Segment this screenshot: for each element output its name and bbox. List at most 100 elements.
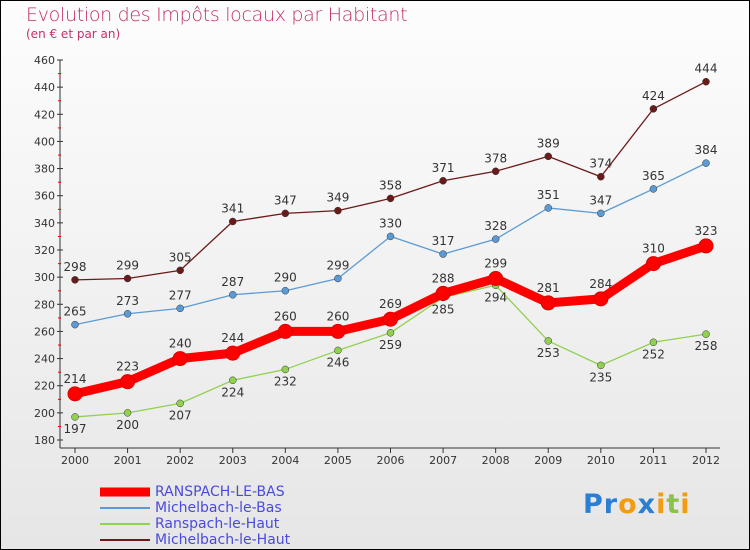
data-label: 288 — [432, 271, 455, 285]
data-point — [386, 194, 395, 203]
data-label: 317 — [432, 234, 455, 248]
data-point — [123, 310, 132, 318]
data-point — [123, 409, 132, 417]
data-label: 277 — [169, 288, 192, 302]
data-label: 299 — [326, 259, 349, 273]
data-label: 285 — [432, 303, 455, 317]
y-tick-label: 240 — [34, 353, 55, 366]
data-label: 298 — [64, 260, 87, 274]
y-tick-label: 220 — [34, 380, 55, 393]
data-label: 235 — [589, 370, 612, 384]
data-label: 200 — [116, 418, 139, 432]
y-tick-label: 300 — [34, 271, 55, 284]
data-label: 310 — [642, 242, 665, 256]
data-point — [544, 337, 552, 345]
data-point — [597, 361, 605, 370]
data-point — [281, 365, 290, 374]
data-point — [172, 351, 188, 367]
data-point — [229, 291, 237, 299]
y-tick-label: 260 — [34, 325, 55, 338]
data-point — [229, 217, 237, 226]
data-label: 444 — [695, 62, 718, 76]
data-label: 287 — [221, 275, 244, 289]
legend-label: Ranspach-le-Haut — [155, 516, 280, 532]
data-point — [649, 338, 658, 347]
x-tick-label: 2004 — [271, 454, 299, 467]
data-label: 224 — [221, 385, 244, 399]
data-label: 323 — [695, 224, 718, 238]
x-tick-label: 2006 — [377, 454, 405, 467]
data-point — [330, 323, 346, 339]
legend-label: RANSPACH-LE-BAS — [155, 484, 285, 500]
x-tick-label: 2007 — [429, 454, 457, 467]
data-point — [225, 345, 241, 361]
y-tick-label: 180 — [34, 434, 55, 447]
data-point — [67, 386, 83, 402]
data-point — [281, 286, 290, 295]
data-label: 246 — [326, 355, 349, 369]
data-label: 341 — [221, 202, 244, 216]
data-label: 253 — [537, 346, 560, 360]
data-label: 378 — [484, 151, 507, 165]
data-point — [277, 323, 293, 339]
data-point — [334, 274, 342, 283]
data-label: 424 — [642, 89, 665, 103]
data-label: 330 — [379, 216, 402, 230]
y-tick-label: 420 — [34, 108, 55, 121]
data-point — [597, 209, 605, 218]
x-tick-label: 2002 — [166, 454, 194, 467]
data-point — [702, 159, 710, 167]
data-point — [702, 77, 710, 86]
data-point — [386, 232, 395, 241]
data-point — [491, 235, 500, 243]
y-tick-label: 340 — [34, 217, 55, 230]
data-point — [544, 204, 552, 212]
x-tick-label: 2001 — [114, 454, 142, 467]
data-point — [593, 291, 609, 307]
data-label: 351 — [537, 188, 560, 202]
data-label: 260 — [274, 309, 297, 323]
data-label: 232 — [274, 374, 297, 388]
x-tick-label: 2003 — [219, 454, 247, 467]
data-point — [334, 346, 342, 355]
data-label: 374 — [589, 157, 612, 171]
data-point — [645, 256, 661, 272]
y-tick-label: 360 — [34, 190, 55, 203]
data-label: 223 — [116, 360, 139, 374]
data-point — [281, 209, 290, 218]
y-tick-label: 400 — [34, 135, 55, 148]
data-label: 207 — [169, 408, 192, 422]
data-point — [439, 177, 447, 185]
x-tick-label: 2000 — [61, 454, 89, 467]
data-point — [386, 329, 395, 337]
data-point — [435, 285, 451, 301]
data-label: 281 — [537, 281, 560, 295]
data-label: 371 — [432, 161, 455, 175]
proxiti-logo: Proxiti — [583, 489, 691, 520]
data-label: 273 — [116, 294, 139, 308]
data-point — [488, 271, 504, 286]
data-label: 260 — [326, 309, 349, 323]
data-point — [702, 330, 710, 338]
y-tick-label: 380 — [34, 163, 55, 176]
data-label: 358 — [379, 178, 402, 192]
data-label: 389 — [537, 136, 560, 150]
data-label: 265 — [64, 305, 87, 319]
data-label: 258 — [695, 339, 718, 353]
y-tick-label: 440 — [34, 81, 55, 94]
data-point — [439, 250, 447, 258]
data-label: 290 — [274, 271, 297, 285]
data-point — [71, 413, 79, 421]
x-tick-label: 2012 — [692, 454, 720, 467]
data-label: 240 — [169, 337, 192, 351]
data-point — [229, 376, 237, 385]
data-point — [698, 238, 714, 254]
chart-title: Evolution des Impôts locaux par Habitant — [26, 4, 408, 26]
data-point — [71, 276, 79, 284]
data-point — [491, 167, 500, 176]
legend-label: Michelbach-le-Haut — [155, 532, 291, 548]
data-label: 259 — [379, 338, 402, 352]
data-label: 244 — [221, 331, 244, 345]
data-point — [544, 152, 552, 161]
